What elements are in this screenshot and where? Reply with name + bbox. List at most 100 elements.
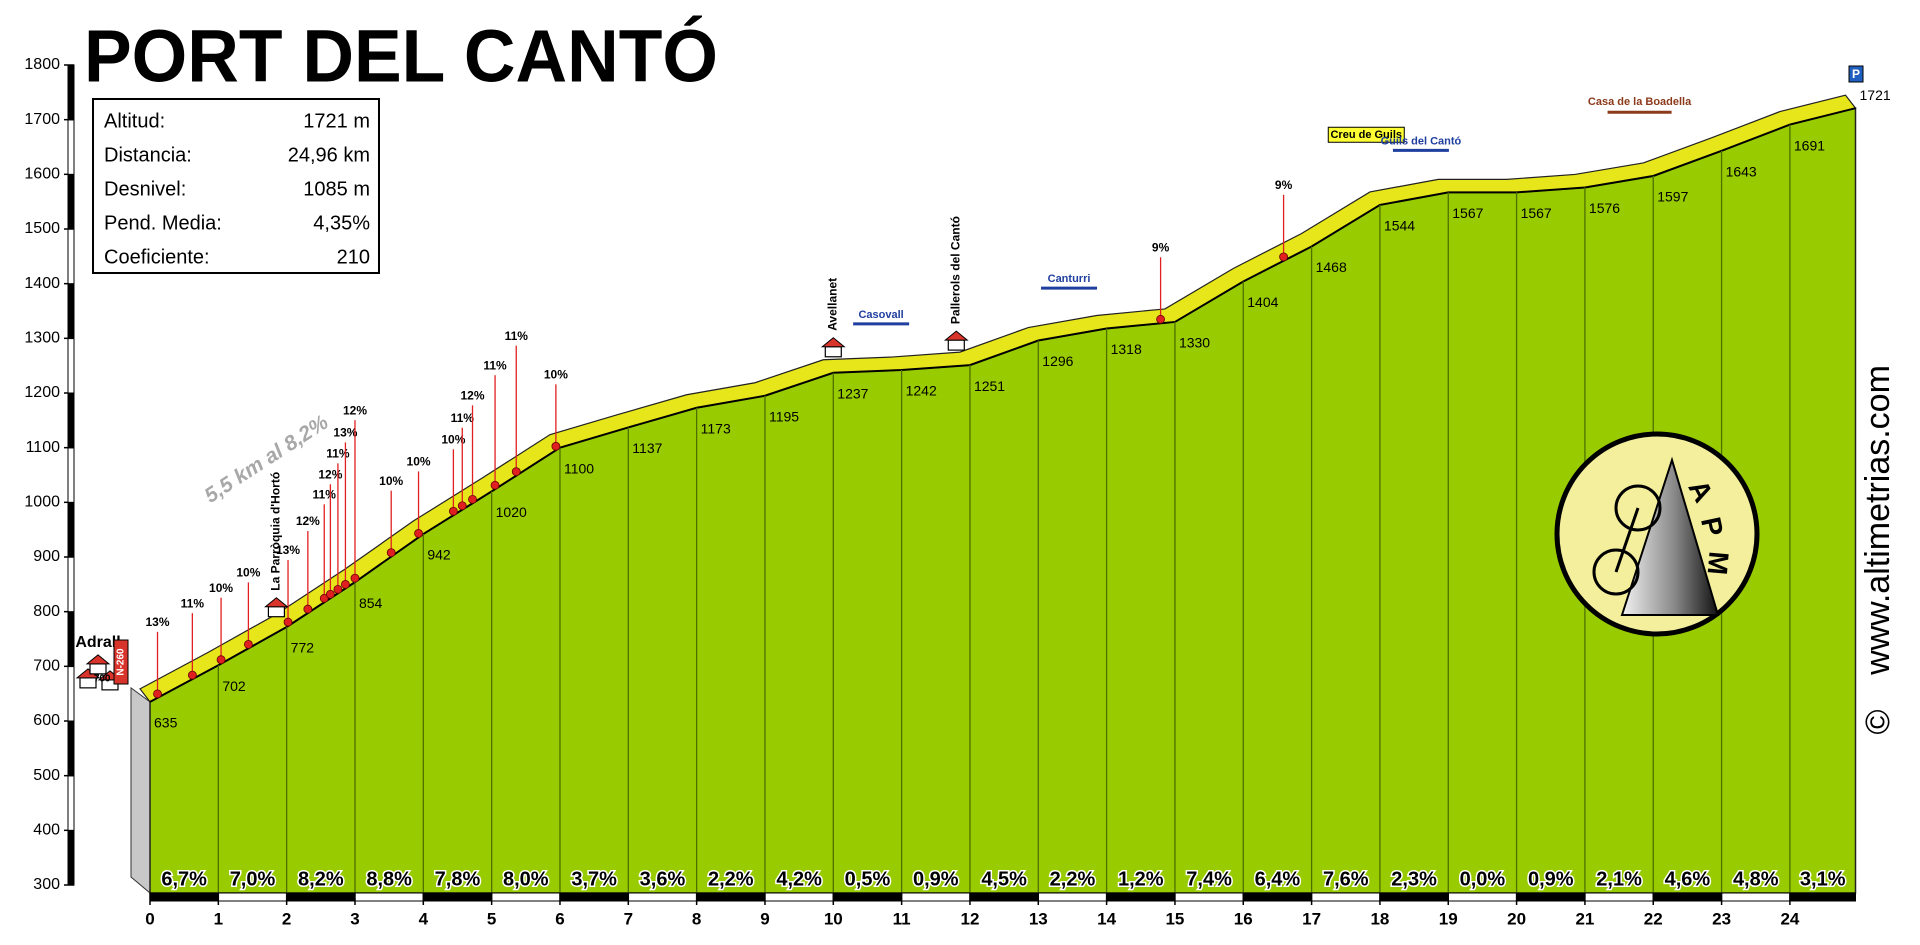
y-tick-label: 1100 — [26, 439, 61, 456]
gradient-label: 8,2% — [298, 868, 344, 890]
house-icon — [267, 606, 286, 618]
place-label: Avellanet — [825, 278, 839, 331]
callout-label: 12% — [318, 467, 342, 481]
house-roof — [85, 654, 111, 665]
y-axis-segment — [67, 447, 75, 503]
place-label: Canturri — [1048, 273, 1091, 285]
house-roof — [820, 337, 846, 348]
elevation-label: 1173 — [701, 420, 731, 436]
x-axis-segment — [1652, 892, 1723, 902]
chart-title: PORT DEL CANTÓ — [84, 15, 718, 98]
y-tick-label: 500 — [33, 767, 60, 784]
callout-dot — [511, 467, 521, 477]
callout-dot — [319, 593, 329, 603]
gradient-label: 0,0% — [1460, 868, 1506, 890]
place-box — [1327, 126, 1405, 143]
callout-label: 11% — [483, 358, 507, 372]
x-tick-label: 15 — [1165, 909, 1184, 928]
callout-dot — [490, 480, 500, 490]
gradient-label: 2,3% — [1391, 868, 1437, 890]
stat-value: 210 — [337, 246, 370, 268]
gradient-label: 1,2% — [1118, 868, 1164, 890]
x-axis-segment — [696, 892, 766, 902]
stat-label: Pend. Media: — [104, 212, 222, 234]
elevation-label: 1020 — [496, 504, 527, 520]
y-tick-label: 1700 — [24, 111, 60, 128]
callout-label: 11% — [326, 447, 350, 461]
callout-label: 12% — [460, 389, 484, 403]
elevation-label: 1100 — [564, 460, 594, 476]
x-tick-label: 4 — [419, 909, 429, 928]
elevation-label: 854 — [359, 595, 383, 611]
gradient-label: 4,5% — [981, 868, 1027, 890]
x-tick-label: 5 — [487, 909, 496, 928]
stat-value: 4,35% — [313, 212, 370, 234]
stat-label: Desnivel: — [104, 178, 186, 200]
callout-dot — [283, 617, 293, 627]
y-tick-label: 1300 — [24, 330, 60, 347]
x-axis-segment — [1721, 892, 1791, 902]
callout-dot — [153, 689, 162, 699]
y-axis-segment — [67, 228, 75, 285]
profile-side — [130, 686, 151, 895]
elevation-label: 702 — [222, 678, 246, 694]
gradient-label: 4,6% — [1665, 868, 1711, 890]
callout-label: 12% — [343, 403, 367, 417]
y-tick-label: 1500 — [24, 220, 60, 237]
callout-dot — [216, 655, 226, 665]
logo-letter: M — [1702, 550, 1735, 576]
callout-label: 10% — [209, 581, 233, 595]
logo-bike-frame — [1614, 507, 1640, 573]
house-icon — [824, 346, 842, 358]
logo-wheel — [1614, 484, 1662, 532]
place-label: Pallerols del Cantó — [948, 216, 962, 324]
elevation-label: 1597 — [1657, 189, 1688, 205]
place-label: Adrall — [75, 634, 120, 651]
y-tick-label: 700 — [33, 658, 60, 675]
callout-dot — [333, 584, 343, 594]
y-tick-label: 1400 — [24, 275, 60, 292]
elevation-label: 1544 — [1384, 218, 1415, 234]
stat-value: 24,96 km — [288, 144, 370, 166]
x-tick-label: 24 — [1780, 909, 1799, 928]
x-tick-label: 19 — [1439, 909, 1458, 928]
gradient-label: 7,0% — [230, 868, 276, 890]
x-axis-segment — [901, 892, 971, 902]
x-axis-segment — [422, 892, 493, 902]
callout-dot — [303, 604, 313, 614]
y-tick-label: 1000 — [24, 494, 60, 511]
x-tick-label: 13 — [1029, 909, 1048, 928]
callout-label: 12% — [296, 514, 320, 528]
logo: APM — [1554, 431, 1760, 637]
gradient-label: 3,7% — [571, 868, 617, 890]
x-tick-label: 6 — [555, 909, 564, 928]
summit-sign-label: P — [1852, 67, 1860, 81]
x-axis-segment — [559, 892, 629, 902]
callout-dot — [1279, 252, 1288, 262]
y-axis-segment — [67, 556, 75, 613]
x-axis-segment — [1106, 892, 1176, 902]
house-roof — [264, 597, 289, 608]
y-axis-segment — [67, 283, 75, 339]
x-tick-label: 11 — [893, 909, 911, 928]
callout-dot — [551, 441, 561, 451]
stat-label: Coeficiente: — [104, 246, 210, 268]
y-axis-segment — [67, 64, 75, 121]
copyright: © — [1859, 709, 1897, 734]
elevation-label: 1567 — [1521, 205, 1552, 221]
callout-dot — [325, 589, 335, 599]
x-axis-segment — [627, 892, 698, 902]
x-tick-label: 10 — [824, 909, 843, 928]
annotation-layer: Altitud: 1721 m Distancia: 24,96 km Desnivel… — [75, 65, 1897, 928]
callout-label: 13% — [333, 426, 357, 440]
elevation-label: 1195 — [769, 408, 799, 424]
elevation-label: 1296 — [1042, 353, 1073, 369]
callout-dot — [386, 548, 396, 558]
x-axis-segment — [1584, 892, 1654, 902]
x-tick-label: 14 — [1097, 909, 1116, 928]
y-tick-label: 900 — [33, 548, 60, 565]
gradient-label: 8,8% — [366, 868, 412, 890]
x-tick-label: 0 — [145, 909, 154, 928]
callout-label: 10% — [544, 367, 568, 381]
place-label: Guils del Cantó — [1381, 135, 1462, 147]
